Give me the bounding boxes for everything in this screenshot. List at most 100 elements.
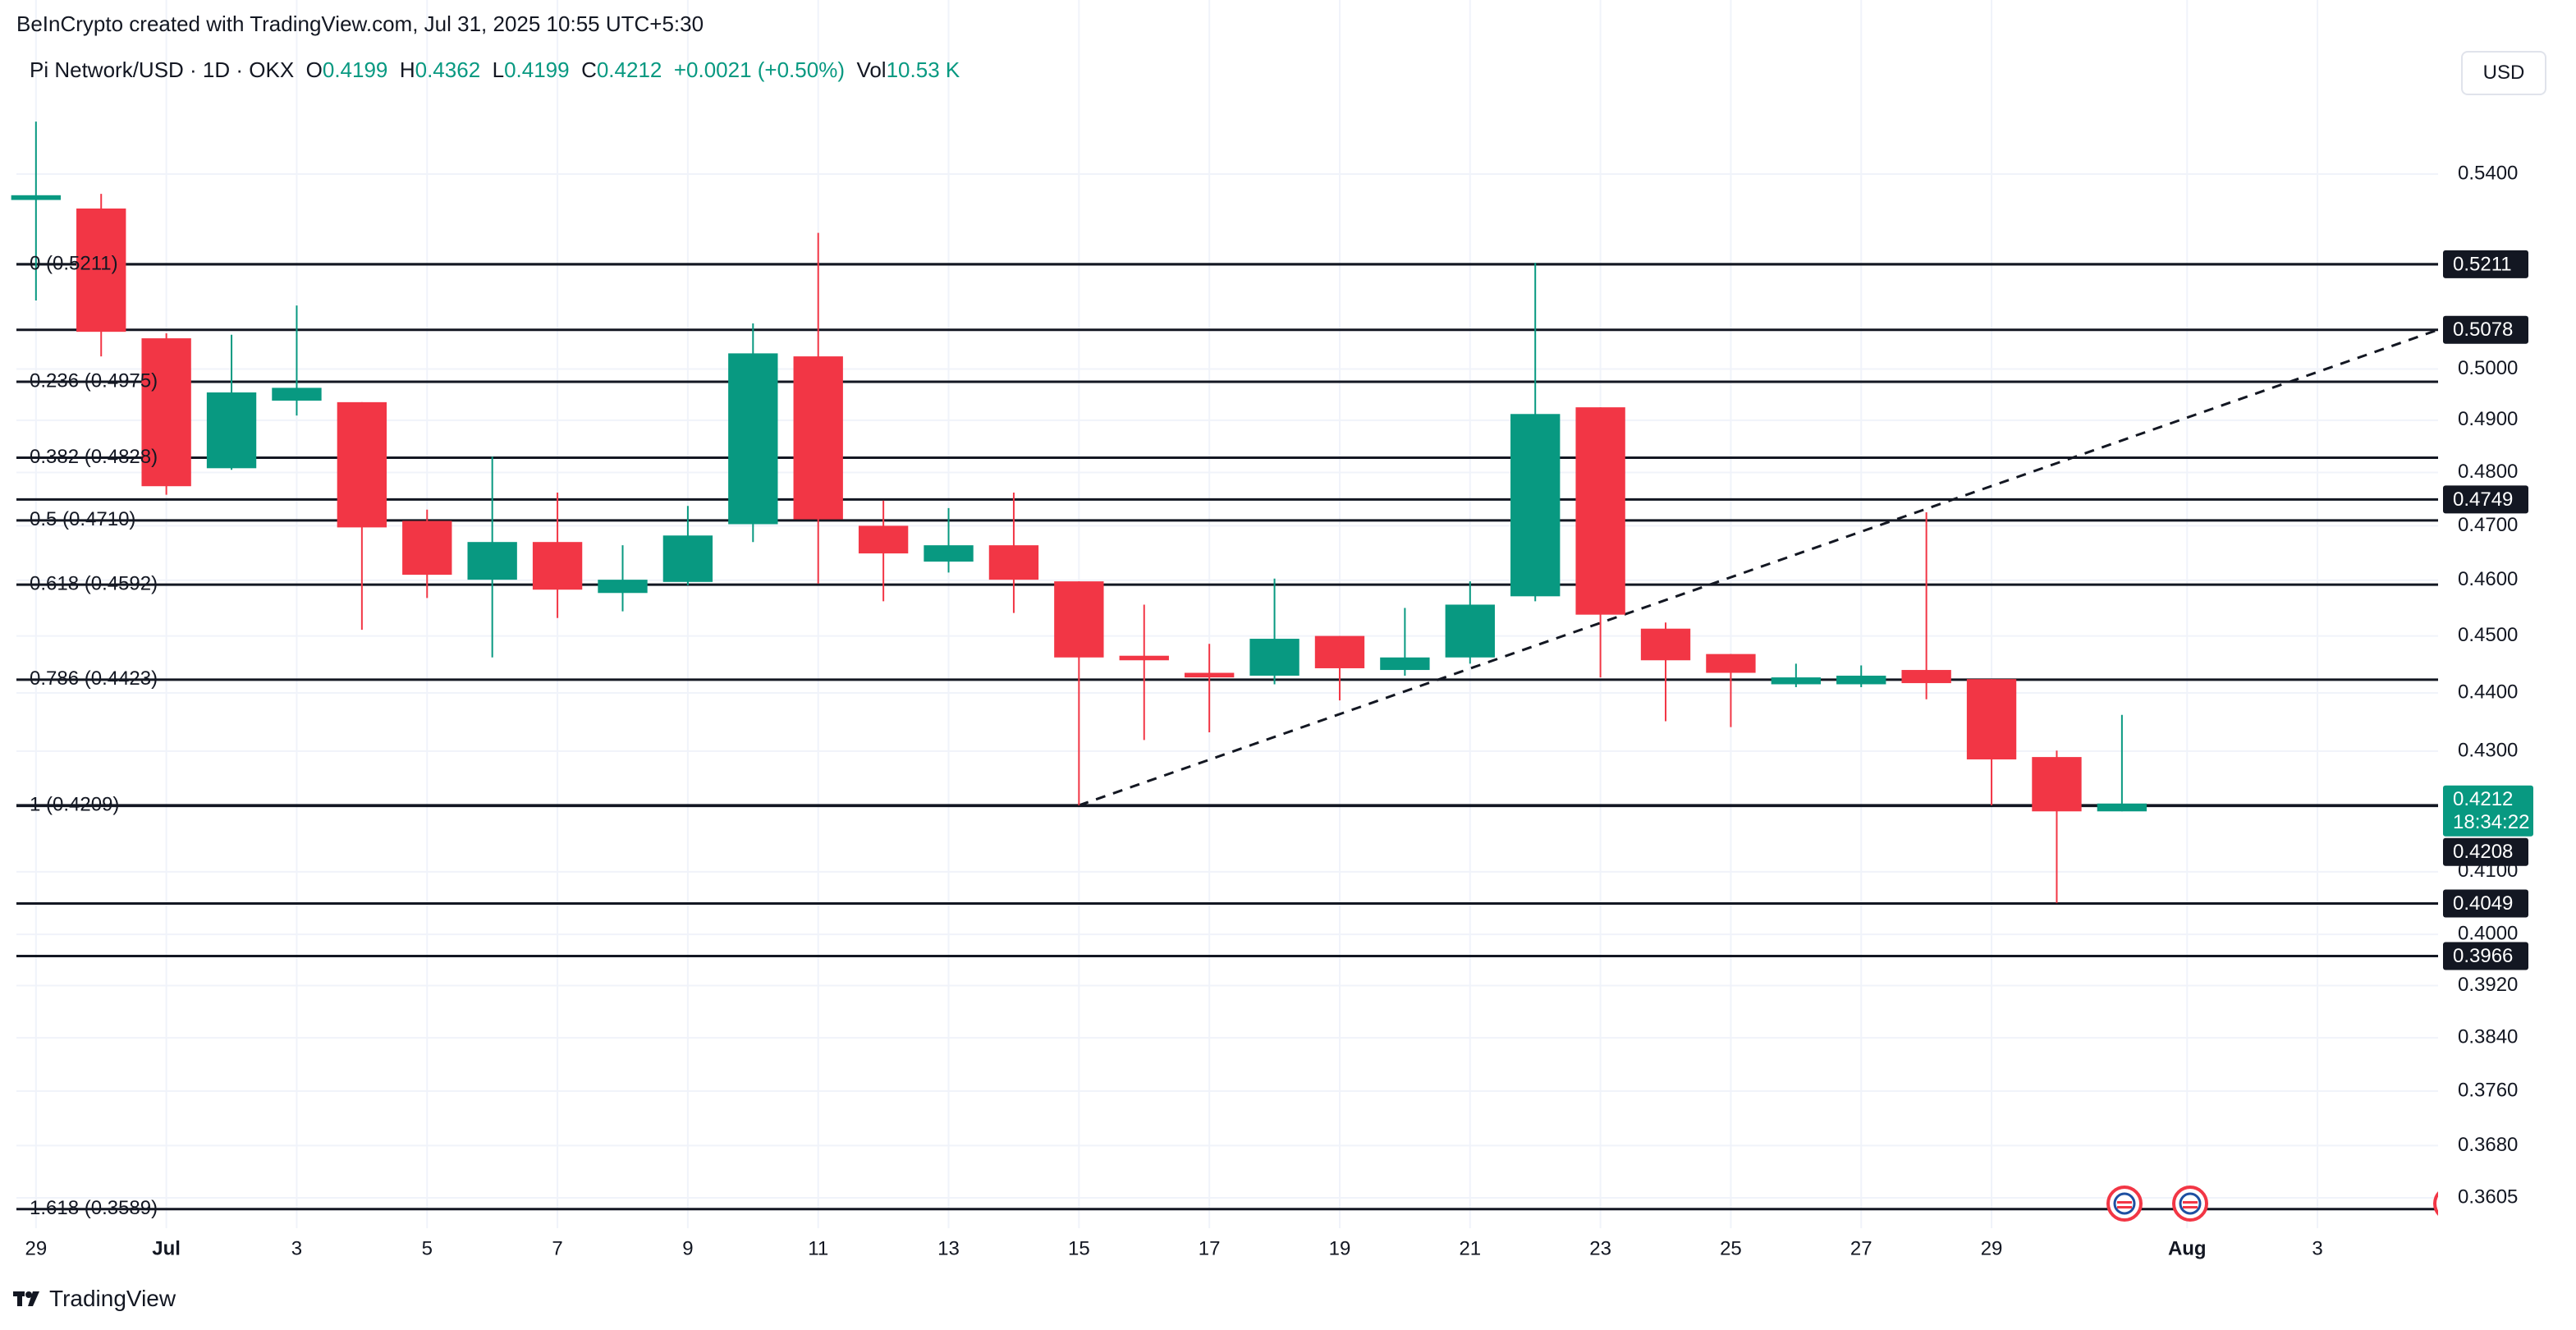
x-tick-label: 7 xyxy=(552,1237,562,1259)
last-price-box xyxy=(2443,785,2533,837)
candle-body xyxy=(76,208,126,332)
brand-logo xyxy=(13,1291,39,1306)
candle-body xyxy=(467,542,517,580)
candle-body xyxy=(1380,657,1430,671)
x-tick-label: 21 xyxy=(1459,1237,1481,1259)
candle-body xyxy=(1054,581,1104,658)
candle-body xyxy=(337,401,387,528)
x-tick-label: 3 xyxy=(291,1237,302,1259)
fib-label: 0 (0.5211) xyxy=(30,252,118,274)
candle-body xyxy=(1575,407,1625,615)
candle-body xyxy=(1640,628,1691,661)
candle-body xyxy=(1510,414,1561,597)
legend-key: Vol xyxy=(856,57,887,82)
y-tick-label: 0.4000 xyxy=(2458,922,2518,944)
candle-body xyxy=(206,392,257,469)
y-tick-label: 0.4600 xyxy=(2458,568,2518,590)
x-tick-label: 5 xyxy=(422,1237,433,1259)
legend-key: L xyxy=(492,57,505,82)
x-tick-label: 11 xyxy=(808,1237,828,1259)
legend-key: C xyxy=(581,57,597,82)
y-tick-label: 0.3760 xyxy=(2458,1079,2518,1101)
event-icon[interactable] xyxy=(2172,1186,2208,1222)
symbol[interactable]: Pi Network/USD · 1D · OKX xyxy=(30,57,295,82)
y-tick-label: 0.3840 xyxy=(2458,1025,2518,1048)
y-tick-label: 0.3680 xyxy=(2458,1134,2518,1156)
price-line-box xyxy=(2443,485,2528,514)
legend-value: 0.4199 xyxy=(322,57,388,82)
legend-volume: 10.53 K xyxy=(886,57,960,82)
y-tick-label: 0.3605 xyxy=(2458,1186,2518,1208)
candle-body xyxy=(1445,604,1495,658)
fib-label: 1.618 (0.3589) xyxy=(30,1197,158,1219)
x-tick-label: Jul xyxy=(152,1237,181,1259)
price-line-box xyxy=(2443,942,2528,970)
price-line-label: 0.5211 xyxy=(2453,253,2512,275)
candle-body xyxy=(2097,803,2147,812)
countdown: 18:34:22 xyxy=(2453,811,2529,833)
candle-body xyxy=(793,356,843,520)
price-line-label: 0.3966 xyxy=(2453,945,2513,967)
fib-label: 0.618 (0.4592) xyxy=(30,573,158,595)
x-tick-label: Aug xyxy=(2168,1237,2207,1259)
candle-body xyxy=(272,388,322,401)
y-tick-label: 0.4300 xyxy=(2458,739,2518,761)
event-icon[interactable] xyxy=(2106,1186,2143,1222)
brand: TradingView xyxy=(13,1286,176,1312)
price-line-box xyxy=(2443,250,2528,278)
y-tick-label: 0.4500 xyxy=(2458,624,2518,646)
candle-body xyxy=(1771,677,1822,685)
candle-body xyxy=(924,545,974,562)
legend-key: O xyxy=(305,57,323,82)
x-tick-label: 17 xyxy=(1199,1237,1221,1259)
x-tick-label: 23 xyxy=(1589,1237,1611,1259)
candle-body xyxy=(728,353,778,525)
price-line-label: 0.4049 xyxy=(2453,892,2513,915)
x-tick-label: 9 xyxy=(682,1237,693,1259)
candle-body xyxy=(1184,672,1235,678)
x-tick-label: 19 xyxy=(1329,1237,1351,1259)
legend-value: 0.4362 xyxy=(415,57,481,82)
y-tick-label: 0.4700 xyxy=(2458,514,2518,536)
candle-body xyxy=(1966,679,2017,759)
candle-body xyxy=(1314,635,1365,668)
x-tick-label: 15 xyxy=(1068,1237,1090,1259)
x-tick-label: 27 xyxy=(1850,1237,1872,1259)
price-line-label: 0.5078 xyxy=(2453,319,2513,341)
y-tick-label: 0.5000 xyxy=(2458,357,2518,379)
fib-label: 1 (0.4209) xyxy=(30,793,119,815)
currency-button[interactable]: USD xyxy=(2461,51,2546,95)
candle-body xyxy=(662,535,713,582)
y-tick-label: 0.3920 xyxy=(2458,974,2518,996)
candle-body xyxy=(858,525,909,554)
x-tick-label: 29 xyxy=(25,1237,47,1259)
fib-label: 0.236 (0.4975) xyxy=(30,369,158,392)
y-tick-label: 0.4800 xyxy=(2458,461,2518,483)
trendline xyxy=(1078,328,2439,807)
candle-body xyxy=(1836,676,1886,685)
candle-body xyxy=(1119,655,1169,661)
x-tick-label: 29 xyxy=(1981,1237,2003,1259)
fib-label: 0.5 (0.4710) xyxy=(30,508,135,530)
y-tick-label: 0.5400 xyxy=(2458,162,2518,184)
x-tick-label: 13 xyxy=(937,1237,960,1259)
legend-key: H xyxy=(399,57,415,82)
legend-value: 0.4199 xyxy=(504,57,570,82)
x-tick-label: 3 xyxy=(2312,1237,2322,1259)
candle-body xyxy=(11,195,61,200)
legend: Pi Network/USD · 1D · OKX O 0.4199 H 0.436… xyxy=(30,57,960,83)
brand-name: TradingView xyxy=(49,1286,176,1311)
y-tick-label: 0.4900 xyxy=(2458,408,2518,430)
legend-value: 0.4212 xyxy=(596,57,662,82)
candle-body xyxy=(1901,670,1951,684)
y-tick-label: 0.4400 xyxy=(2458,681,2518,703)
event-icons xyxy=(2106,1186,2469,1222)
candle-body xyxy=(1706,654,1756,673)
candle-body xyxy=(532,542,583,590)
price-axis-bg xyxy=(2438,0,2576,1231)
fib-label: 0.382 (0.4828) xyxy=(30,446,158,468)
price-line-label: 0.4749 xyxy=(2453,488,2513,511)
candle-body xyxy=(598,580,648,594)
x-tick-label: 25 xyxy=(1720,1237,1742,1259)
